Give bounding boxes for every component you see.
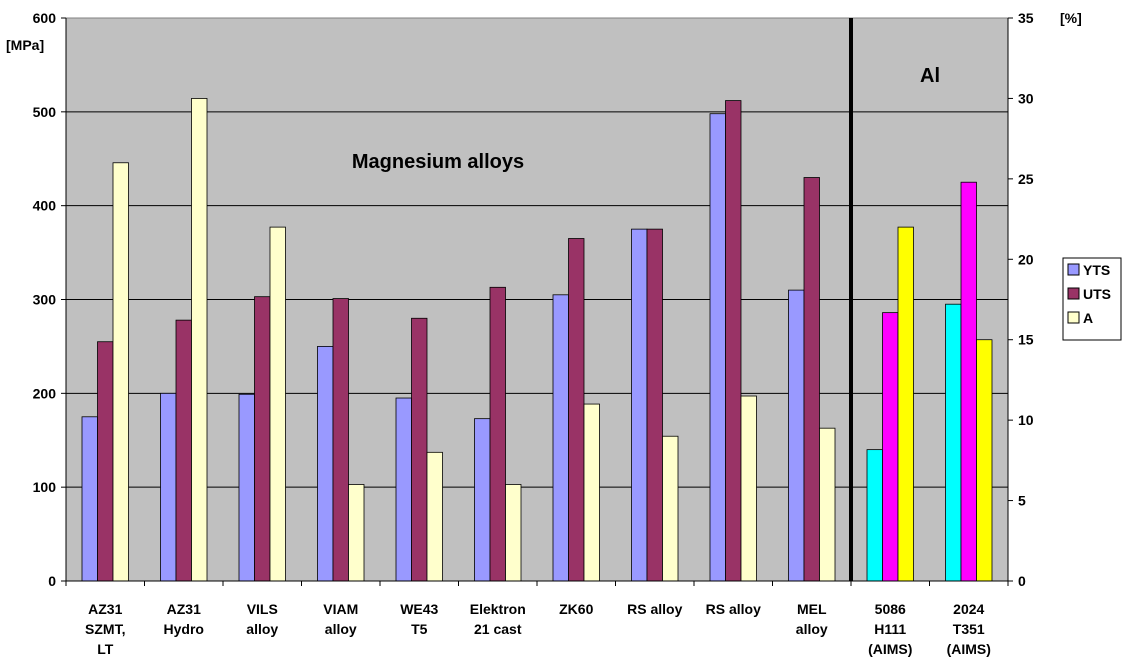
x-tick-label: AZ31 bbox=[167, 601, 201, 617]
bar-a bbox=[740, 395, 757, 582]
legend-label-yts: YTS bbox=[1083, 262, 1110, 278]
bar-uts bbox=[725, 100, 742, 582]
bar-yts bbox=[631, 228, 648, 582]
legend-label-uts: UTS bbox=[1083, 286, 1111, 302]
y-right-tick-label: 35 bbox=[1018, 10, 1034, 26]
x-tick-label: RS alloy bbox=[706, 601, 761, 617]
y-left-tick-label: 0 bbox=[48, 573, 56, 589]
y-axis-right-ticks: 0 5 10 15 20 25 30 35 bbox=[1008, 10, 1034, 589]
bar-a bbox=[348, 484, 365, 582]
x-tick-label: (AIMS) bbox=[947, 641, 991, 657]
bar-a bbox=[976, 339, 993, 582]
bar-a bbox=[505, 484, 522, 582]
legend-label-a: A bbox=[1083, 310, 1093, 326]
legend-swatch-uts bbox=[1067, 287, 1080, 300]
x-tick-label: Elektron bbox=[470, 601, 526, 617]
x-tick-label: alloy bbox=[325, 621, 357, 637]
bar-uts bbox=[882, 312, 899, 582]
bar-a bbox=[583, 403, 600, 582]
x-tick-label: H111 bbox=[874, 621, 906, 637]
x-tick-label: (AIMS) bbox=[868, 641, 912, 657]
x-tick-label: WE43 bbox=[400, 601, 438, 617]
y-right-tick-label: 15 bbox=[1018, 332, 1034, 348]
bar-yts bbox=[552, 294, 569, 582]
x-tick-label: T351 bbox=[953, 621, 985, 637]
x-tick-label: Hydro bbox=[164, 621, 204, 637]
bar-uts bbox=[489, 286, 506, 582]
bar-yts bbox=[395, 397, 412, 582]
x-tick-label: 5086 bbox=[875, 601, 906, 617]
y-left-tick-label: 600 bbox=[33, 10, 57, 26]
y-axis-right-label: [%] bbox=[1060, 10, 1082, 26]
y-left-tick-label: 400 bbox=[33, 198, 57, 214]
bar-a bbox=[662, 435, 679, 582]
x-tick-label: SZMT, bbox=[85, 621, 125, 637]
bar-a bbox=[112, 162, 129, 582]
bar-uts bbox=[254, 296, 271, 582]
bar-uts bbox=[646, 228, 663, 582]
x-axis-labels: AZ31 SZMT, LT AZ31 Hydro VILS alloy VIAM alloy WE… bbox=[85, 601, 991, 657]
x-tick-label: alloy bbox=[246, 621, 278, 637]
bar-a bbox=[426, 451, 443, 582]
x-tick-label: MEL bbox=[797, 601, 827, 617]
bar-uts bbox=[411, 317, 428, 582]
bar-yts bbox=[788, 289, 805, 582]
bar-a bbox=[269, 226, 286, 582]
bar-yts bbox=[238, 393, 255, 582]
bar-a bbox=[897, 226, 914, 582]
x-tick-label: VILS bbox=[247, 601, 278, 617]
bar-uts bbox=[803, 177, 820, 582]
y-left-tick-label: 100 bbox=[33, 479, 57, 495]
y-axis-left-ticks: 0 100 200 300 400 500 600 bbox=[33, 10, 66, 589]
bar-yts bbox=[709, 113, 726, 582]
y-right-tick-label: 10 bbox=[1018, 412, 1034, 428]
bar-yts bbox=[81, 416, 98, 582]
y-left-tick-label: 200 bbox=[33, 385, 57, 401]
x-axis-ticks bbox=[65, 581, 1009, 586]
bar-uts bbox=[568, 238, 585, 582]
y-left-tick-label: 500 bbox=[33, 104, 57, 120]
bar-yts bbox=[317, 346, 334, 582]
x-tick-label: RS alloy bbox=[627, 601, 682, 617]
y-left-tick-label: 300 bbox=[33, 292, 57, 308]
y-right-tick-label: 0 bbox=[1018, 573, 1026, 589]
bar-yts bbox=[474, 418, 491, 582]
x-tick-label: VIAM bbox=[323, 601, 358, 617]
legend-swatch-yts bbox=[1067, 263, 1080, 276]
annotation-magnesium: Magnesium alloys bbox=[352, 151, 524, 173]
y-right-tick-label: 5 bbox=[1018, 493, 1026, 509]
bar-yts bbox=[866, 449, 883, 582]
y-axis-left-label: [MPa] bbox=[6, 37, 44, 53]
x-tick-label: alloy bbox=[796, 621, 828, 637]
annotation-al: Al bbox=[920, 65, 940, 87]
bar-uts bbox=[332, 298, 349, 582]
bar-uts bbox=[175, 319, 192, 582]
x-tick-label: 2024 bbox=[953, 601, 984, 617]
bar-yts bbox=[945, 303, 962, 582]
x-tick-label: ZK60 bbox=[559, 601, 593, 617]
y-right-tick-label: 25 bbox=[1018, 171, 1034, 187]
x-tick-label: LT bbox=[97, 641, 114, 657]
x-tick-label: AZ31 bbox=[88, 601, 122, 617]
y-right-tick-label: 30 bbox=[1018, 90, 1034, 106]
x-tick-label: T5 bbox=[411, 621, 428, 637]
x-tick-label: 21 cast bbox=[474, 621, 522, 637]
bar-yts bbox=[160, 392, 177, 582]
bar-uts bbox=[97, 341, 114, 582]
bar-a bbox=[819, 427, 836, 582]
legend-swatch-a bbox=[1067, 311, 1080, 324]
y-right-tick-label: 20 bbox=[1018, 251, 1034, 267]
bars bbox=[81, 98, 993, 582]
bar-a bbox=[191, 98, 208, 582]
legend: YTS UTS A bbox=[1062, 257, 1122, 341]
bar-uts bbox=[960, 181, 977, 582]
